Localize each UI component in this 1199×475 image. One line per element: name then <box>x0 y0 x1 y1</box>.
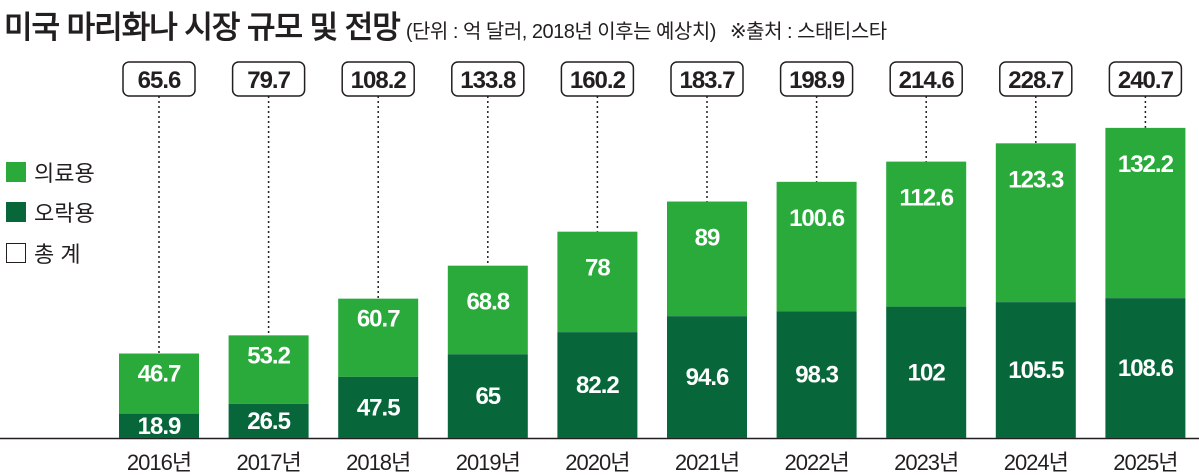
label-medical: 89 <box>695 225 720 252</box>
x-tick-label: 2016년 <box>127 450 191 475</box>
total-box <box>889 61 963 97</box>
x-tick-label: 2017년 <box>237 450 301 475</box>
legend-swatch-total <box>6 243 26 263</box>
total-box <box>341 61 415 97</box>
x-tick-label: 2020년 <box>565 450 629 475</box>
label-medical: 68.8 <box>466 289 509 316</box>
legend-swatch-recreational <box>6 202 26 222</box>
x-tick-label: 2023년 <box>894 450 958 475</box>
x-tick-label: 2019년 <box>456 450 520 475</box>
total-label: 228.7 <box>1008 67 1064 94</box>
total-box <box>122 61 196 97</box>
total-label: 108.2 <box>351 67 407 94</box>
bar-recreational <box>886 306 967 438</box>
bar-recreational <box>776 311 857 438</box>
label-medical: 60.7 <box>357 306 400 333</box>
bar-recreational <box>995 302 1076 438</box>
total-label: 160.2 <box>570 67 626 94</box>
legend-label-medical: 의료용 <box>34 161 95 186</box>
legend-label-total: 총 계 <box>34 242 81 267</box>
label-medical: 123.3 <box>1008 166 1064 193</box>
x-tick-label: 2025년 <box>1113 450 1177 475</box>
total-box <box>560 61 635 97</box>
x-tick-label: 2021년 <box>675 450 739 475</box>
total-box <box>451 61 525 97</box>
bar-medical <box>667 201 747 317</box>
label-recreational: 65 <box>475 383 500 410</box>
legend-total: 총 계 <box>6 237 81 269</box>
total-label: 133.8 <box>460 67 516 94</box>
total-box <box>1108 61 1183 97</box>
bar-recreational <box>1105 298 1186 438</box>
label-medical: 112.6 <box>899 185 953 212</box>
total-box <box>779 61 854 97</box>
bar-recreational <box>447 354 528 438</box>
total-box <box>999 61 1073 97</box>
label-recreational: 47.5 <box>357 394 400 421</box>
total-label: 79.7 <box>247 67 290 94</box>
title-unit: (단위 : 억 달러, 2018년 이후는 예상치) <box>405 21 717 43</box>
x-tick-label: 2024년 <box>1004 450 1068 475</box>
bar-medical <box>1105 127 1186 299</box>
label-medical: 132.2 <box>1118 151 1174 178</box>
total-label: 214.6 <box>899 67 955 94</box>
bar-medical <box>995 143 1076 303</box>
bar-medical <box>557 231 638 333</box>
legend-swatch-medical <box>6 162 26 182</box>
legend-recreational: 오락용 <box>6 196 95 228</box>
label-medical: 100.6 <box>789 205 845 232</box>
bar-medical <box>228 335 309 404</box>
bar-recreational <box>119 413 199 438</box>
label-recreational: 18.9 <box>138 413 181 440</box>
label-medical: 53.2 <box>247 342 290 369</box>
label-recreational: 82.2 <box>576 372 619 399</box>
label-recreational: 102 <box>908 359 946 386</box>
label-recreational: 26.5 <box>247 408 290 435</box>
label-recreational: 108.6 <box>1118 355 1174 382</box>
legend-medical: 의료용 <box>6 156 95 188</box>
bar-medical <box>447 265 528 355</box>
bar-medical <box>119 353 199 414</box>
chart-title: 미국 마리화나 시장 규모 및 전망 (단위 : 억 달러, 2018년 이후는 … <box>4 2 887 47</box>
bar-recreational <box>557 332 638 438</box>
bar-recreational <box>338 376 419 438</box>
x-tick-label: 2022년 <box>785 450 849 475</box>
label-recreational: 105.5 <box>1008 357 1064 384</box>
total-label: 198.9 <box>789 67 845 94</box>
bar-recreational <box>228 403 309 438</box>
bar-medical <box>886 161 967 307</box>
total-label: 240.7 <box>1118 67 1174 94</box>
label-recreational: 98.3 <box>795 362 838 389</box>
bar-medical <box>338 298 419 377</box>
total-box <box>231 61 306 97</box>
label-recreational: 94.6 <box>686 364 729 391</box>
title-main: 미국 마리화나 시장 규모 및 전망 <box>4 10 401 45</box>
x-tick-label: 2018년 <box>346 450 410 475</box>
label-medical: 78 <box>585 255 610 282</box>
total-label: 65.6 <box>138 67 181 94</box>
total-box <box>670 61 744 97</box>
title-source: ※출처 : 스태티스타 <box>729 21 887 43</box>
legend-label-recreational: 오락용 <box>34 201 95 226</box>
bar-recreational <box>667 316 747 438</box>
label-medical: 46.7 <box>138 361 181 388</box>
bar-medical <box>776 181 857 312</box>
total-label: 183.7 <box>679 67 735 94</box>
